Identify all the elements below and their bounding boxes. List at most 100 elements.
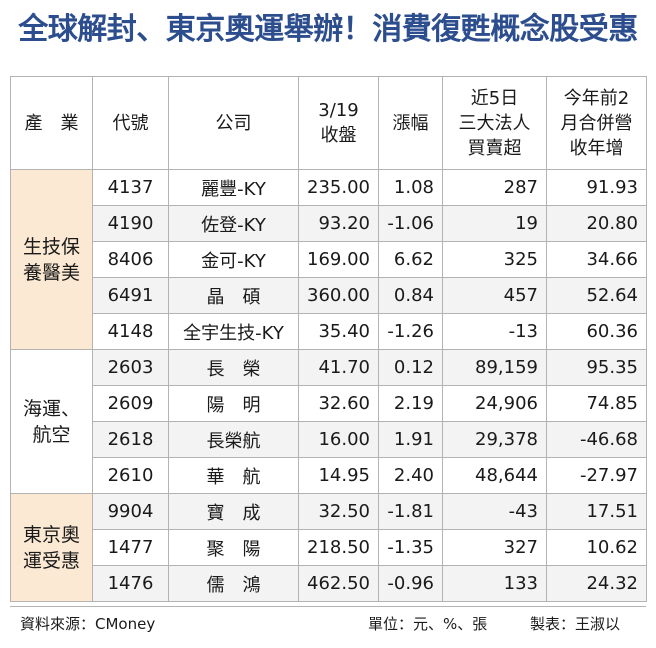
revenue-growth: 10.62 [546, 529, 647, 566]
stock-code: 4137 [92, 169, 169, 206]
revenue-growth: 52.64 [546, 277, 647, 314]
close-price: 35.40 [298, 313, 379, 350]
industry-label: 航空 [32, 423, 71, 446]
company-name: 陽 明 [168, 385, 299, 422]
header-company: 公司 [168, 76, 299, 170]
header-close: 3/19 收盤 [298, 76, 379, 170]
unit-note: 單位：元、%、張 [368, 615, 488, 633]
company-name: 晶 碩 [168, 277, 299, 314]
table-row: 6491 晶 碩 360.00 0.84 457 52.64 [11, 277, 647, 314]
close-price: 360.00 [298, 277, 379, 314]
table-row: 海運、 航空 2603 長 榮 41.70 0.12 89,159 95.35 [10, 349, 647, 494]
table-row: 4148 全宇生技-KY 35.40 -1.26 -13 60.36 [11, 313, 647, 350]
price-change: -0.96 [378, 565, 443, 602]
table-row: 1477 聚 陽 218.50 -1.35 327 10.62 [11, 529, 647, 566]
header-change: 漲幅 [378, 76, 443, 170]
revenue-growth: -27.97 [546, 457, 647, 494]
close-price: 16.00 [298, 421, 379, 458]
close-price: 235.00 [298, 169, 379, 206]
price-change: -1.26 [378, 313, 443, 350]
revenue-growth: 95.35 [546, 349, 647, 386]
stock-code: 6491 [92, 277, 169, 314]
price-change: 6.62 [378, 241, 443, 278]
close-price: 169.00 [298, 241, 379, 278]
institutional-net: -43 [442, 493, 547, 530]
institutional-net: 325 [442, 241, 547, 278]
institutional-net: 133 [442, 565, 547, 602]
price-change: 1.08 [378, 169, 443, 206]
revenue-growth: 20.80 [546, 205, 647, 242]
price-change: -1.35 [378, 529, 443, 566]
header-revenue: 今年前2 月合併營 收年增 [546, 76, 647, 170]
revenue-growth: -46.68 [546, 421, 647, 458]
price-change: 2.19 [378, 385, 443, 422]
stock-code: 4190 [92, 205, 169, 242]
price-change: 1.91 [378, 421, 443, 458]
header-code: 代號 [92, 76, 169, 170]
source-note: 資料來源：CMoney [20, 615, 156, 633]
price-change: 0.12 [378, 349, 443, 386]
company-name: 聚 陽 [168, 529, 299, 566]
table-row: 4190 佐登-KY 93.20 -1.06 19 20.80 [11, 205, 647, 242]
table-row: 2610 華 航 14.95 2.40 48,644 -27.97 [11, 457, 647, 494]
institutional-net: 19 [442, 205, 547, 242]
company-name: 長榮航 [168, 421, 299, 458]
industry-label: 生技保 [22, 235, 80, 258]
stock-code: 2610 [92, 457, 169, 494]
price-change: 0.84 [378, 277, 443, 314]
table-row: 1476 儒 鴻 462.50 -0.96 133 24.32 [11, 565, 647, 602]
revenue-growth: 34.66 [546, 241, 647, 278]
industry-label: 運受惠 [22, 549, 80, 572]
institutional-net: 287 [442, 169, 547, 206]
maker-note: 製表：王淑以 [530, 615, 621, 633]
header-institutional: 近5日 三大法人 買賣超 [442, 76, 547, 170]
revenue-growth: 17.51 [546, 493, 647, 530]
revenue-growth: 24.32 [546, 565, 647, 602]
industry-label: 海運、 [22, 397, 80, 420]
institutional-net: 29,378 [442, 421, 547, 458]
table-row: 2609 陽 明 32.60 2.19 24,906 74.85 [11, 385, 647, 422]
close-price: 218.50 [298, 529, 379, 566]
price-change: 2.40 [378, 457, 443, 494]
institutional-net: 89,159 [442, 349, 547, 386]
close-price: 93.20 [298, 205, 379, 242]
table-row: 2618 長榮航 16.00 1.91 29,378 -46.68 [11, 421, 647, 458]
company-name: 華 航 [168, 457, 299, 494]
company-name: 佐登-KY [168, 205, 299, 242]
close-price: 41.70 [298, 349, 379, 386]
stock-code: 2603 [92, 349, 169, 386]
industry-cell: 生技保 養醫美 [10, 169, 93, 350]
close-price: 32.50 [298, 493, 379, 530]
revenue-growth: 60.36 [546, 313, 647, 350]
company-name: 麗豐-KY [168, 169, 299, 206]
industry-label: 東京奧 [22, 523, 80, 546]
table-row: 生技保 養醫美 4137 麗豐-KY 235.00 1.08 287 91.93 [10, 169, 647, 350]
close-price: 462.50 [298, 565, 379, 602]
company-name: 全宇生技-KY [168, 313, 299, 350]
close-price: 32.60 [298, 385, 379, 422]
price-change: -1.06 [378, 205, 443, 242]
company-name: 長 榮 [168, 349, 299, 386]
stock-code: 2609 [92, 385, 169, 422]
header-industry: 產 業 [10, 76, 93, 170]
company-name: 寶 成 [168, 493, 299, 530]
revenue-growth: 91.93 [546, 169, 647, 206]
company-name: 儒 鴻 [168, 565, 299, 602]
institutional-net: -13 [442, 313, 547, 350]
stock-code: 4148 [92, 313, 169, 350]
stock-code: 2618 [92, 421, 169, 458]
price-change: -1.81 [378, 493, 443, 530]
industry-cell: 海運、 航空 [10, 349, 93, 494]
revenue-growth: 74.85 [546, 385, 647, 422]
stock-code: 9904 [92, 493, 169, 530]
institutional-net: 24,906 [442, 385, 547, 422]
table-row: 東京奧 運受惠 9904 寶 成 32.50 -1.81 -43 17.51 [10, 493, 647, 602]
stock-table: 產 業 代號 公司 3/19 收盤 漲幅 近5日 三大法人 買賣超 今年前2 月合併營收… [10, 76, 647, 602]
page-title: 全球解封、東京奧運舉辦！消費復甦概念股受惠 [18, 12, 638, 47]
industry-cell: 東京奧 運受惠 [10, 493, 93, 602]
institutional-net: 48,644 [442, 457, 547, 494]
close-price: 14.95 [298, 457, 379, 494]
table-row: 8406 金可-KY 169.00 6.62 325 34.66 [11, 241, 647, 278]
header-row: 產 業 代號 公司 3/19 收盤 漲幅 近5日 三大法人 買賣超 今年前2 月合併營收… [10, 76, 647, 170]
institutional-net: 327 [442, 529, 547, 566]
